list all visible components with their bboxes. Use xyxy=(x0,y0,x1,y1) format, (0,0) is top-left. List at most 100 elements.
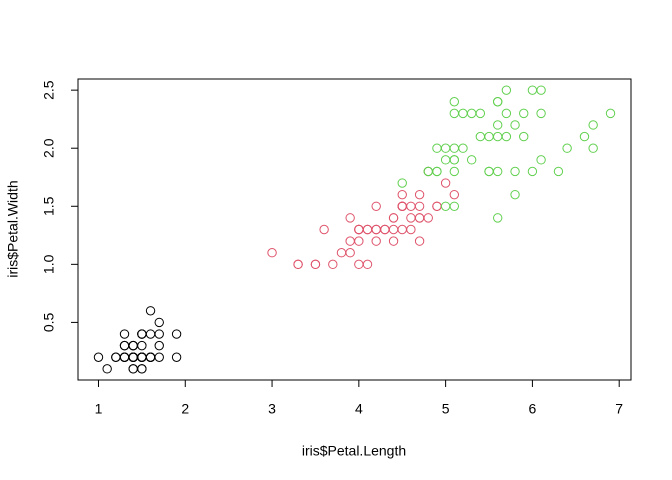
point xyxy=(354,259,364,270)
point xyxy=(492,213,503,223)
point xyxy=(354,224,364,235)
x-tick-label: 4 xyxy=(355,401,363,417)
point xyxy=(475,108,486,119)
point xyxy=(93,352,104,362)
point xyxy=(128,352,138,362)
point xyxy=(414,213,425,223)
point xyxy=(397,178,407,188)
point xyxy=(449,189,460,200)
point xyxy=(119,352,130,362)
point xyxy=(345,213,355,223)
point xyxy=(449,166,460,177)
point xyxy=(458,143,468,153)
point xyxy=(293,259,303,270)
point xyxy=(414,201,425,211)
x-tick-label: 1 xyxy=(95,401,103,417)
point xyxy=(128,340,138,351)
point xyxy=(466,155,477,165)
point xyxy=(519,131,529,142)
point xyxy=(336,248,347,258)
point xyxy=(510,166,520,177)
point xyxy=(128,364,138,374)
point xyxy=(137,352,147,362)
point xyxy=(432,166,442,177)
point xyxy=(414,236,425,246)
point xyxy=(588,120,598,130)
point xyxy=(345,248,355,258)
point xyxy=(137,364,147,374)
point xyxy=(527,166,538,177)
point xyxy=(380,224,390,235)
point xyxy=(345,236,355,246)
point xyxy=(111,352,121,362)
point xyxy=(484,131,494,142)
y-tick-label: 1.0 xyxy=(41,254,57,274)
point xyxy=(605,108,616,119)
point xyxy=(527,85,538,95)
point xyxy=(536,85,546,95)
point xyxy=(154,340,164,351)
point xyxy=(310,259,321,270)
point xyxy=(449,97,460,107)
point xyxy=(319,224,329,235)
point xyxy=(397,201,407,211)
point xyxy=(267,248,277,258)
point xyxy=(371,236,381,246)
y-tick-label: 0.5 xyxy=(41,312,57,332)
point xyxy=(466,108,477,119)
x-tick-label: 6 xyxy=(529,401,537,417)
y-axis-label: iris$Petal.Width xyxy=(5,180,21,277)
point xyxy=(397,224,407,235)
point xyxy=(440,178,451,188)
point xyxy=(458,108,468,119)
point xyxy=(553,166,564,177)
point xyxy=(492,120,503,130)
x-tick-label: 3 xyxy=(268,401,276,417)
point xyxy=(475,131,486,142)
x-tick-label: 7 xyxy=(615,401,623,417)
point xyxy=(484,166,494,177)
point xyxy=(137,329,147,339)
point xyxy=(102,364,112,374)
point xyxy=(449,143,460,153)
point xyxy=(119,340,130,351)
point xyxy=(406,213,416,223)
point xyxy=(440,201,451,211)
point xyxy=(328,259,338,270)
point xyxy=(423,213,433,223)
point xyxy=(371,224,381,235)
point xyxy=(406,201,416,211)
point xyxy=(171,329,182,339)
point xyxy=(145,329,156,339)
point xyxy=(397,189,407,200)
point xyxy=(501,108,512,119)
point xyxy=(449,155,460,165)
point xyxy=(449,201,460,211)
x-axis-label: iris$Petal.Length xyxy=(302,443,406,459)
point xyxy=(137,340,147,351)
x-tick-label: 5 xyxy=(442,401,450,417)
point xyxy=(492,97,503,107)
point xyxy=(388,213,399,223)
point xyxy=(388,236,399,246)
point xyxy=(501,85,512,95)
point xyxy=(354,236,364,246)
point xyxy=(492,131,503,142)
x-tick-label: 2 xyxy=(181,401,189,417)
point xyxy=(154,329,164,339)
point xyxy=(406,224,416,235)
point xyxy=(562,143,572,153)
point xyxy=(362,259,373,270)
point xyxy=(510,120,520,130)
point xyxy=(171,352,182,362)
point xyxy=(449,108,460,119)
point xyxy=(423,166,433,177)
point xyxy=(440,143,451,153)
point xyxy=(432,201,442,211)
point xyxy=(588,143,598,153)
point xyxy=(536,155,546,165)
point xyxy=(145,352,156,362)
point xyxy=(510,189,520,200)
